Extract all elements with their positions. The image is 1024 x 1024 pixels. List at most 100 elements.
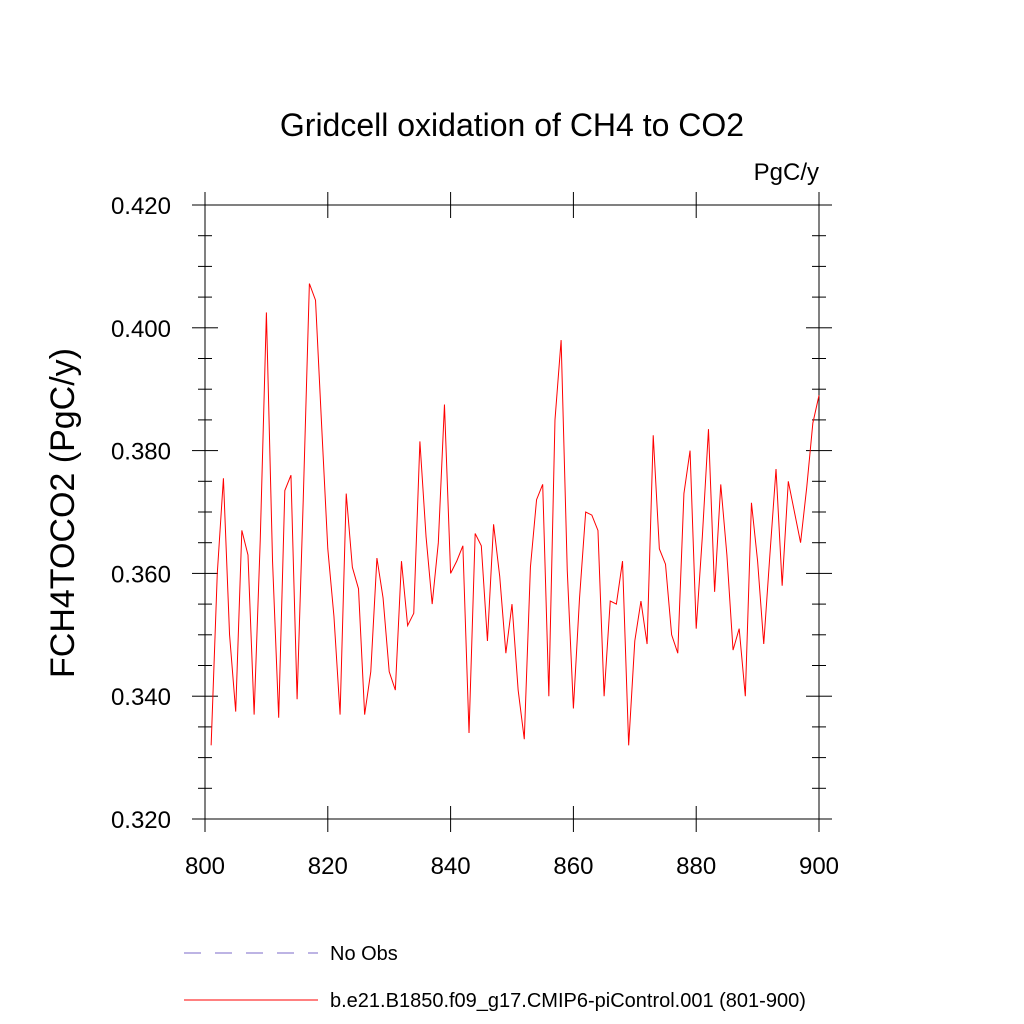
data-point: [370, 671, 371, 672]
plot-frame: [204, 204, 820, 820]
data-points: [211, 283, 820, 746]
axis-ticks: [192, 192, 832, 832]
y-axis-label: FCH4TOCO2 (PgC/y): [44, 348, 82, 678]
units-label: PgC/y: [754, 159, 819, 186]
data-point: [297, 699, 298, 700]
data-point: [290, 475, 291, 476]
data-point: [284, 490, 285, 491]
data-point: [462, 545, 463, 546]
x-tick-label: 860: [553, 853, 593, 880]
data-point: [536, 499, 537, 500]
x-tick-label: 820: [308, 853, 348, 880]
data-point: [806, 487, 807, 488]
data-point: [696, 628, 697, 629]
data-point: [524, 739, 525, 740]
data-point: [211, 745, 212, 746]
data-point: [616, 604, 617, 605]
chart-title: Gridcell oxidation of CH4 to CO2: [280, 107, 744, 143]
data-point: [634, 640, 635, 641]
data-point: [763, 643, 764, 644]
data-point: [407, 625, 408, 626]
y-tick-label: 0.340: [111, 684, 171, 711]
data-point: [266, 312, 267, 313]
data-point: [659, 548, 660, 549]
data-point: [468, 732, 469, 733]
data-point: [665, 564, 666, 565]
data-point: [346, 493, 347, 494]
data-point: [260, 539, 261, 540]
data-point: [720, 484, 721, 485]
data-point: [303, 499, 304, 500]
data-point: [585, 511, 586, 512]
data-point: [229, 634, 230, 635]
data-point: [739, 628, 740, 629]
data-point: [493, 524, 494, 525]
data-point: [548, 696, 549, 697]
data-point: [217, 573, 218, 574]
data-point: [794, 511, 795, 512]
data-point: [726, 554, 727, 555]
data-point: [604, 696, 605, 697]
legend: No Obs b.e21.B1850.f09_g17.CMIP6-piContr…: [184, 943, 806, 1012]
data-point: [419, 441, 420, 442]
data-point: [315, 300, 316, 301]
data-point: [456, 561, 457, 562]
data-point: [278, 717, 279, 718]
data-point: [653, 435, 654, 436]
y-tick-label: 0.360: [111, 561, 171, 588]
data-point: [579, 597, 580, 598]
data-point: [542, 484, 543, 485]
tick-labels: 800 820 840 860 880 900 0.320 0.340 0.360 0.380 0.…: [111, 193, 839, 880]
data-point: [745, 696, 746, 697]
data-point: [788, 481, 789, 482]
x-tick-label: 800: [185, 853, 225, 880]
data-point: [646, 643, 647, 644]
data-point: [708, 429, 709, 430]
x-tick-label: 900: [799, 853, 839, 880]
data-point: [640, 600, 641, 601]
data-point: [333, 616, 334, 617]
data-point: [481, 545, 482, 546]
x-tick-label: 840: [431, 853, 471, 880]
data-point: [389, 671, 390, 672]
data-point: [376, 557, 377, 558]
data-point: [425, 536, 426, 537]
data-point: [610, 600, 611, 601]
data-point: [364, 714, 365, 715]
data-line: [210, 283, 820, 746]
data-point: [751, 502, 752, 503]
data-point: [800, 542, 801, 543]
data-point: [321, 425, 322, 426]
data-point: [499, 576, 500, 577]
data-point: [339, 714, 340, 715]
data-point: [689, 450, 690, 451]
data-point: [530, 567, 531, 568]
data-point: [573, 708, 574, 709]
data-point: [769, 554, 770, 555]
data-point: [554, 419, 555, 420]
data-point: [352, 567, 353, 568]
data-point: [518, 689, 519, 690]
data-point: [702, 536, 703, 537]
data-point: [432, 604, 433, 605]
y-tick-label: 0.400: [111, 316, 171, 343]
data-point: [309, 283, 310, 284]
data-point: [487, 640, 488, 641]
data-point: [511, 604, 512, 605]
y-tick-label: 0.420: [111, 193, 171, 220]
data-point: [671, 634, 672, 635]
data-point: [757, 561, 758, 562]
data-point: [235, 711, 236, 712]
data-point: [444, 404, 445, 405]
y-tick-label: 0.380: [111, 439, 171, 466]
data-point: [241, 530, 242, 531]
data-point: [438, 542, 439, 543]
data-point: [475, 533, 476, 534]
data-point: [683, 493, 684, 494]
data-point: [561, 339, 562, 340]
data-point: [247, 554, 248, 555]
data-point: [775, 468, 776, 469]
y-tick-label: 0.320: [111, 807, 171, 834]
data-point: [677, 653, 678, 654]
